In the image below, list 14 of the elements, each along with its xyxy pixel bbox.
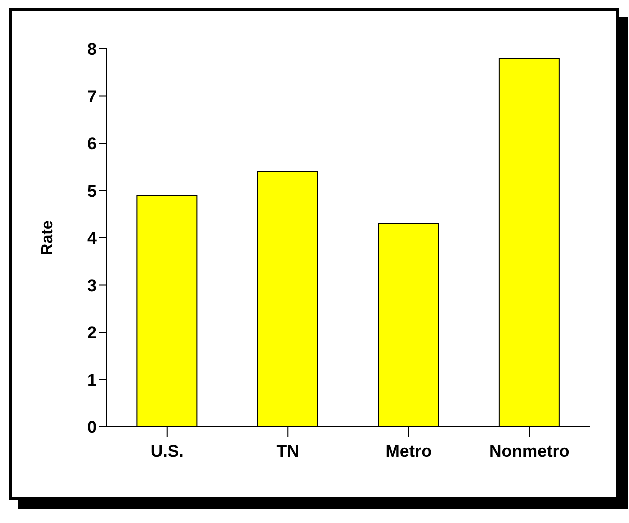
y-tick-label: 7	[88, 87, 97, 106]
x-tick-label: TN	[276, 442, 300, 462]
x-tick-label: U.S.	[150, 442, 184, 462]
y-tick-label: 1	[88, 370, 97, 390]
x-tick-label: Nonmetro	[489, 442, 570, 462]
y-axis-title: Rate	[40, 220, 57, 256]
y-tick-label: 0	[88, 418, 97, 438]
y-tick-label: 6	[88, 134, 97, 154]
y-tick-label: 4	[88, 229, 98, 248]
y-tick-label: 5	[88, 182, 97, 201]
y-tick-label: 2	[88, 324, 97, 343]
y-tick-label: 3	[88, 276, 97, 296]
x-tick-label: Metro	[386, 442, 432, 462]
y-tick-label: 8	[88, 40, 97, 60]
